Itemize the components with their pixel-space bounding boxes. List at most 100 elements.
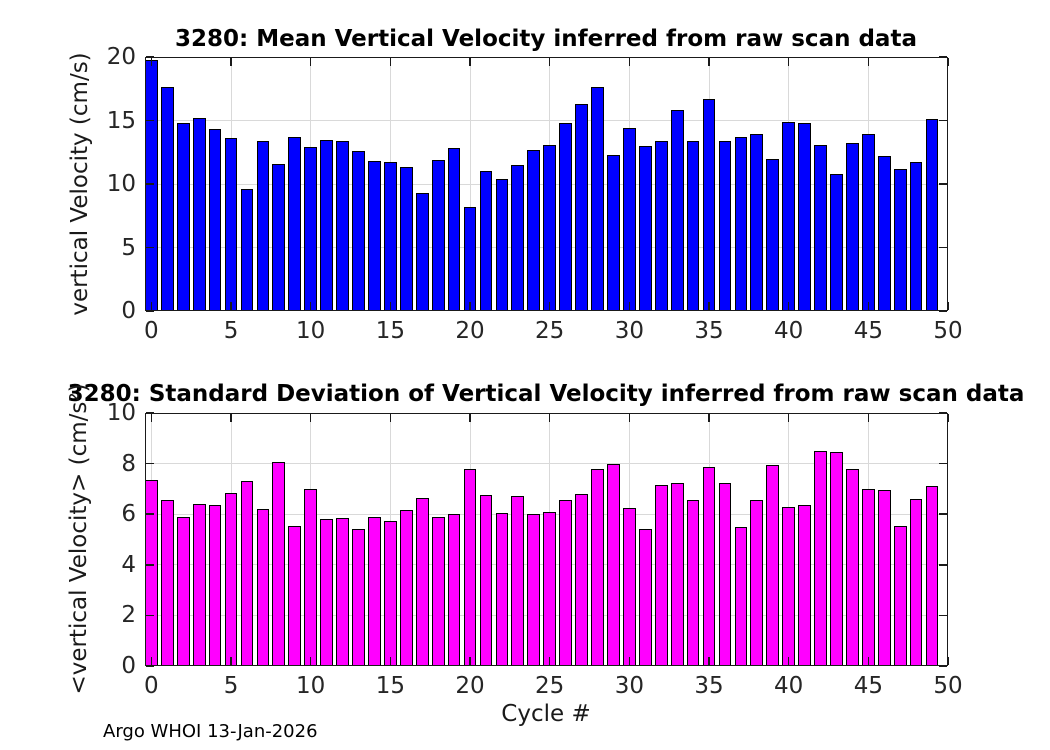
- x-tick-mark: [787, 58, 790, 66]
- x-tick-label: 30: [614, 673, 644, 699]
- y-tick-mark: [939, 310, 947, 312]
- y-tick-mark: [146, 56, 154, 58]
- x-tick-mark: [787, 657, 790, 665]
- y-tick-mark: [939, 412, 947, 414]
- y-axis-label-std: <vertical Velocity> (cm/s²): [66, 383, 92, 695]
- x-tick-label: 10: [296, 318, 326, 344]
- x-tick-mark: [230, 657, 232, 665]
- y-tick-mark: [939, 119, 947, 122]
- x-tick-mark: [867, 414, 870, 422]
- y-tick-mark: [146, 412, 154, 414]
- x-tick-mark: [708, 414, 710, 422]
- x-tick-mark: [469, 414, 471, 422]
- x-tick-mark: [708, 302, 710, 310]
- x-tick-label: 20: [455, 673, 485, 699]
- x-tick-mark: [309, 414, 312, 422]
- y-tick-mark: [146, 614, 154, 617]
- y-tick-mark: [939, 665, 947, 667]
- y-tick-label: 5: [121, 234, 136, 261]
- y-tick-label: 20: [106, 44, 136, 70]
- y-tick-mark: [146, 564, 154, 566]
- y-tick-mark: [939, 614, 947, 617]
- x-tick-mark: [230, 302, 232, 310]
- x-tick-mark: [389, 414, 392, 422]
- y-tick-label: 4: [121, 551, 136, 578]
- x-tick-mark: [628, 302, 631, 310]
- x-tick-mark: [867, 657, 870, 665]
- y-tick-mark: [939, 56, 947, 58]
- x-tick-mark: [628, 58, 631, 66]
- y-tick-mark: [939, 462, 947, 465]
- x-tick-label: 0: [144, 673, 159, 699]
- y-tick-label: 15: [106, 107, 136, 134]
- x-tick-label: 25: [535, 673, 565, 699]
- x-tick-mark: [628, 414, 631, 422]
- x-tick-mark: [708, 657, 710, 665]
- x-tick-label: 50: [933, 673, 963, 699]
- y-tick-mark: [146, 183, 154, 185]
- x-tick-label: 40: [774, 318, 804, 344]
- x-tick-label: 40: [774, 673, 804, 699]
- x-tick-mark: [469, 302, 471, 310]
- y-tick-mark: [146, 310, 154, 312]
- x-tick-label: 35: [694, 673, 724, 699]
- x-tick-label: 15: [375, 673, 405, 699]
- y-tick-mark: [146, 513, 154, 515]
- y-tick-label: 0: [121, 653, 136, 679]
- x-tick-mark: [867, 58, 870, 66]
- x-tick-mark: [947, 302, 949, 310]
- x-tick-mark: [150, 58, 153, 66]
- horizontal-gridline: [145, 120, 948, 121]
- x-tick-mark: [389, 58, 392, 66]
- axes-frame: [145, 57, 948, 311]
- x-tick-label: 35: [694, 318, 724, 344]
- x-tick-mark: [787, 302, 790, 310]
- x-tick-mark: [469, 58, 471, 66]
- y-tick-mark: [146, 665, 154, 667]
- x-tick-label: 50: [933, 318, 963, 344]
- y-tick-mark: [146, 246, 154, 249]
- x-tick-label: 45: [853, 318, 883, 344]
- y-tick-mark: [146, 119, 154, 122]
- axes-frame: [145, 413, 948, 666]
- x-tick-mark: [947, 414, 949, 422]
- x-tick-mark: [947, 58, 949, 66]
- x-tick-mark: [548, 657, 551, 665]
- y-tick-mark: [939, 513, 947, 515]
- x-tick-mark: [150, 414, 153, 422]
- x-tick-mark: [867, 302, 870, 310]
- x-tick-mark: [230, 414, 232, 422]
- x-tick-label: 45: [853, 673, 883, 699]
- x-tick-mark: [628, 657, 631, 665]
- y-tick-mark: [939, 183, 947, 185]
- y-tick-mark: [939, 564, 947, 566]
- y-tick-label: 0: [121, 298, 136, 324]
- x-tick-mark: [309, 58, 312, 66]
- footer-text: Argo WHOI 13-Jan-2026: [103, 721, 318, 742]
- x-tick-label: 5: [223, 673, 239, 699]
- y-tick-mark: [939, 246, 947, 249]
- x-tick-label: 20: [455, 318, 485, 344]
- x-tick-mark: [389, 657, 392, 665]
- x-tick-mark: [230, 58, 232, 66]
- x-tick-mark: [548, 414, 551, 422]
- x-tick-mark: [548, 302, 551, 310]
- y-tick-label: 10: [106, 400, 136, 426]
- y-tick-label: 10: [106, 171, 136, 197]
- x-tick-mark: [309, 657, 312, 665]
- x-tick-mark: [469, 657, 471, 665]
- x-tick-label: 5: [223, 318, 239, 344]
- y-tick-label: 2: [121, 602, 136, 629]
- horizontal-gridline: [145, 463, 948, 465]
- chart-title-mean: 3280: Mean Vertical Velocity inferred fr…: [175, 26, 917, 52]
- x-tick-mark: [309, 302, 312, 310]
- chart-title-std: 3280: Standard Deviation of Vertical Vel…: [67, 381, 1025, 407]
- x-tick-mark: [389, 302, 392, 310]
- x-tick-mark: [708, 58, 710, 66]
- x-tick-mark: [947, 657, 949, 665]
- x-tick-label: 10: [296, 673, 326, 699]
- x-tick-label: 15: [375, 318, 405, 344]
- x-axis-label: Cycle #: [501, 701, 591, 727]
- x-tick-mark: [150, 657, 153, 665]
